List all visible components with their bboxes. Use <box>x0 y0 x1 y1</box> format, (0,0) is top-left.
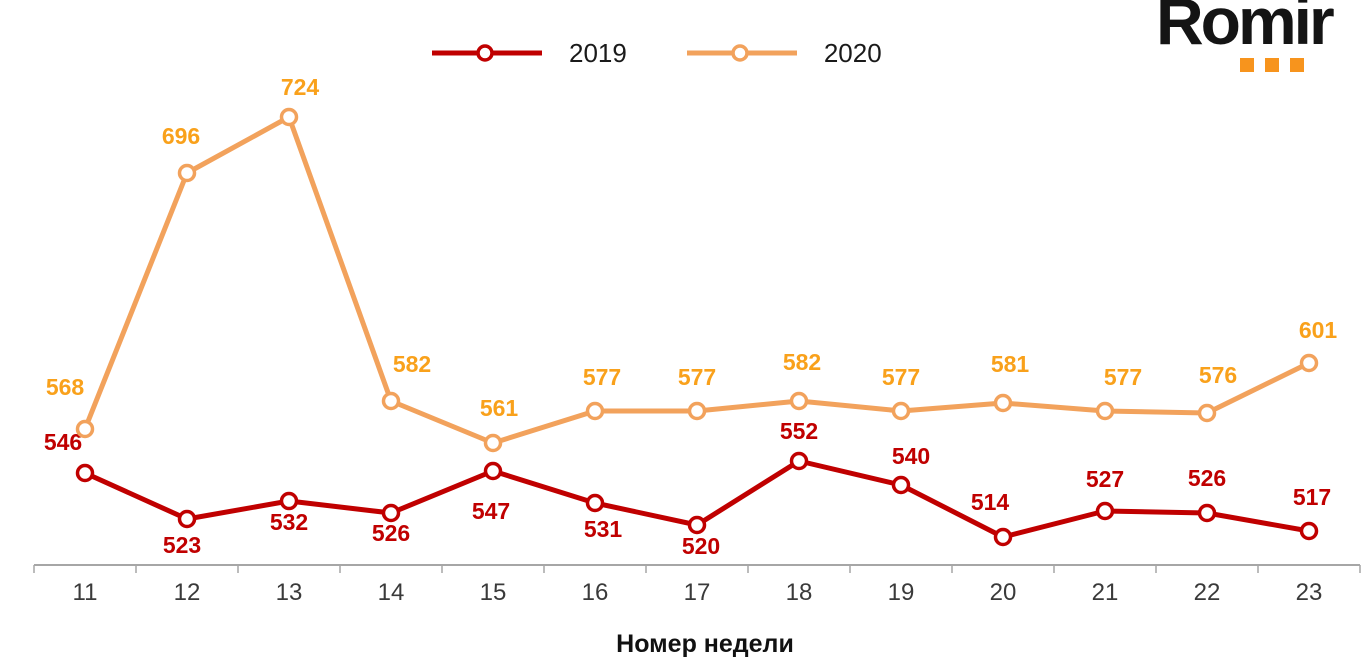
data-point-2019 <box>585 493 605 513</box>
data-label-2020: 561 <box>480 395 519 421</box>
data-point-2020 <box>1095 401 1115 421</box>
legend-item-2019: 2019 <box>430 40 627 66</box>
data-label-2019: 552 <box>780 418 818 444</box>
logo-dot-icon <box>1240 58 1254 72</box>
data-label-2020: 577 <box>1104 364 1142 390</box>
data-label-2019: 526 <box>372 520 410 546</box>
data-point-2019 <box>381 503 401 523</box>
data-point-2019 <box>789 451 809 471</box>
data-label-2020: 577 <box>678 364 716 390</box>
series-line-2020 <box>82 114 1312 446</box>
data-label-2019: 531 <box>584 516 623 542</box>
x-tick-label: 12 <box>174 579 201 606</box>
data-point-2019 <box>75 463 95 483</box>
x-tick-label: 14 <box>378 579 405 606</box>
x-tick-label: 22 <box>1194 579 1221 606</box>
data-label-2019: 523 <box>163 532 201 558</box>
data-point-2020 <box>177 163 197 183</box>
data-point-2020 <box>75 419 95 439</box>
data-point-2019 <box>891 475 911 495</box>
data-label-2020: 577 <box>882 364 920 390</box>
data-point-2019 <box>483 461 503 481</box>
data-point-2020 <box>585 401 605 421</box>
data-point-2020 <box>993 393 1013 413</box>
logo-dot-icon <box>1290 58 1304 72</box>
data-point-2019 <box>279 491 299 511</box>
data-point-2020 <box>1197 403 1217 423</box>
legend-item-2020: 2020 <box>685 40 882 66</box>
data-point-2019 <box>687 515 707 535</box>
data-point-2019 <box>1095 501 1115 521</box>
romir-logo-dots-icon <box>1240 58 1304 72</box>
data-label-2020: 601 <box>1299 317 1338 343</box>
data-point-2020 <box>891 401 911 421</box>
romir-logo: Romir <box>1156 0 1352 80</box>
data-label-2019: 527 <box>1086 466 1124 492</box>
legend-label-2020: 2020 <box>823 38 882 68</box>
data-point-2020 <box>789 391 809 411</box>
chart-legend: 2019 2020 <box>430 40 882 66</box>
data-point-2020 <box>483 433 503 453</box>
data-label-2019: 526 <box>1188 465 1226 491</box>
data-label-2020: 568 <box>46 374 85 400</box>
data-point-2020 <box>687 401 707 421</box>
x-tick-label: 17 <box>684 579 711 606</box>
x-tick-label: 16 <box>582 579 609 606</box>
data-label-2020: 581 <box>991 351 1030 377</box>
x-tick-label: 23 <box>1296 579 1323 606</box>
x-tick-label: 18 <box>786 579 813 606</box>
data-point-2019 <box>1197 503 1217 523</box>
data-point-2020 <box>1299 353 1319 373</box>
data-label-2020: 724 <box>281 74 320 100</box>
x-tick-label: 19 <box>888 579 915 606</box>
data-point-2019 <box>993 527 1013 547</box>
data-label-2019: 520 <box>682 533 720 559</box>
data-point-2020 <box>279 107 299 127</box>
data-label-2019: 514 <box>971 489 1010 515</box>
data-label-2020: 582 <box>393 351 431 377</box>
x-tick-label: 21 <box>1092 579 1119 606</box>
data-label-2020: 696 <box>162 123 200 149</box>
x-axis-title: Номер недели <box>616 630 794 658</box>
data-label-2020: 577 <box>583 364 621 390</box>
x-tick-label: 13 <box>276 579 303 606</box>
data-label-2020: 582 <box>783 349 821 375</box>
legend-label-2019: 2019 <box>569 38 627 68</box>
data-label-2019: 540 <box>892 443 930 469</box>
data-point-2020 <box>381 391 401 411</box>
legend-marker-2020-icon <box>686 44 797 62</box>
legend-marker-2019-icon <box>432 44 542 62</box>
data-point-2019 <box>177 509 197 529</box>
data-label-2019: 532 <box>270 509 308 535</box>
data-label-2020: 576 <box>1199 362 1237 388</box>
data-label-2019: 517 <box>1293 484 1331 510</box>
x-tick-label: 20 <box>990 579 1017 606</box>
x-tick-label: 15 <box>480 579 507 606</box>
x-tick-label: 11 <box>73 579 98 606</box>
data-point-2019 <box>1299 521 1319 541</box>
romir-logo-text: Romir <box>1156 0 1335 58</box>
data-label-2019: 547 <box>472 498 510 524</box>
logo-dot-icon <box>1265 58 1279 72</box>
data-label-2019: 546 <box>44 429 82 455</box>
